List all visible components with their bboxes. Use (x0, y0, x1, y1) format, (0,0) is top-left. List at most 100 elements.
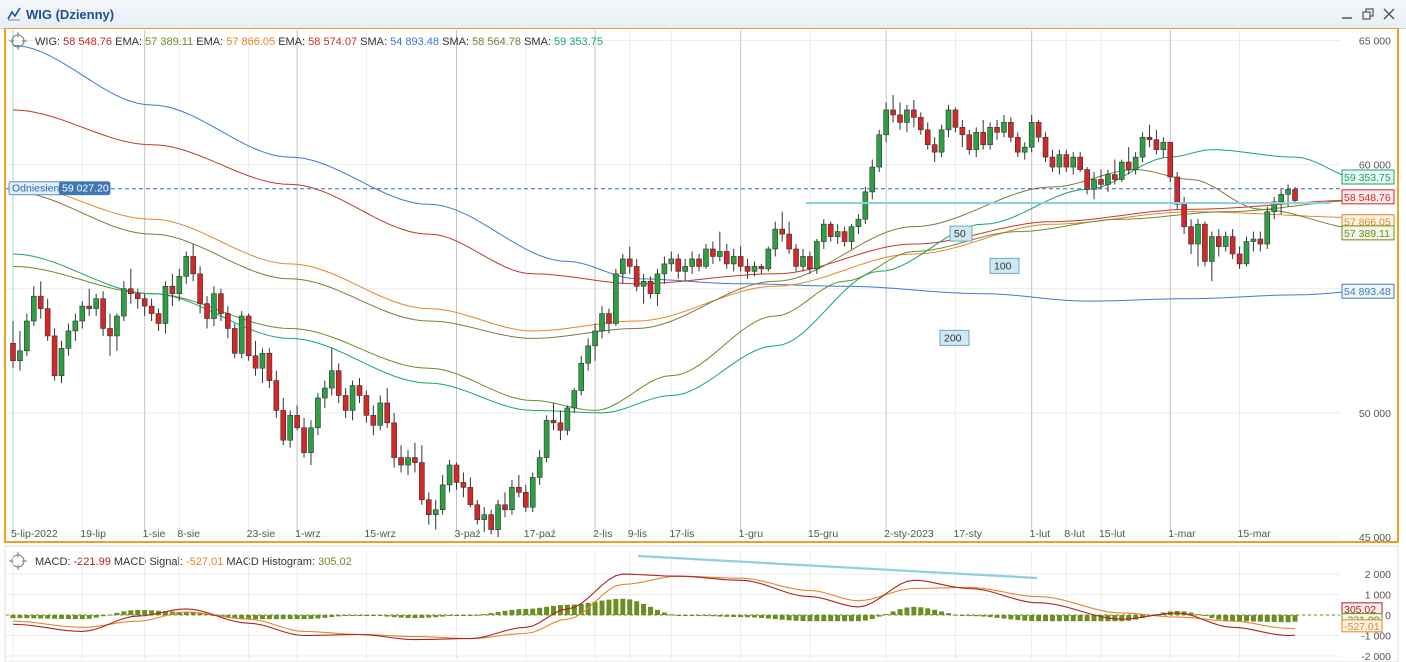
histogram-bar (1237, 615, 1243, 622)
histogram-bar (842, 615, 848, 622)
candle-up (668, 258, 675, 265)
candle-down (474, 504, 481, 520)
restore-icon[interactable] (1360, 6, 1376, 22)
legend-value: -221.99 (74, 556, 114, 568)
candle-up (1195, 223, 1201, 245)
macd-tick-label: -1 000 (1361, 631, 1391, 643)
histogram-bar (1056, 615, 1062, 622)
candle-up (834, 231, 841, 237)
histogram-bar (287, 615, 293, 620)
candle-down (897, 114, 903, 123)
legend-value: 54 893.48 (390, 36, 442, 48)
histogram-bar (599, 600, 605, 616)
histogram-bar (128, 610, 134, 616)
histogram-bar (939, 611, 945, 616)
histogram-bar (190, 612, 196, 616)
histogram-bar (696, 615, 702, 617)
histogram-bar (1098, 615, 1104, 622)
histogram-bar (717, 615, 723, 617)
candle-down (301, 427, 307, 453)
candle-down (1257, 238, 1264, 245)
candle-up (1139, 136, 1146, 158)
candle-down (779, 228, 785, 235)
ma-period-label: 50 (949, 225, 973, 242)
candle-down (959, 127, 966, 136)
histogram-bar (897, 609, 903, 616)
histogram-bar (45, 615, 51, 619)
candle-down (204, 303, 210, 319)
candle-down (1015, 136, 1021, 153)
close-icon[interactable] (1381, 6, 1397, 22)
histogram-bar (530, 608, 536, 616)
candle-down (1174, 176, 1180, 205)
candle-down (1202, 223, 1208, 262)
candle-up (1285, 189, 1291, 195)
candle-down (1181, 203, 1187, 227)
histogram-bar (904, 607, 910, 616)
histogram-bar (301, 615, 307, 620)
histogram-bar (703, 615, 709, 617)
histogram-bar (620, 598, 626, 616)
minimize-icon[interactable] (1339, 6, 1355, 22)
candle-down (488, 514, 494, 530)
histogram-bar (634, 601, 640, 616)
histogram-bar (1285, 615, 1291, 623)
candle-up (439, 484, 446, 511)
macd-trend-line (637, 554, 1038, 580)
price-tag-bg (1341, 283, 1395, 299)
histogram-bar (772, 615, 778, 620)
candle-down (1098, 179, 1104, 185)
candle-down (675, 258, 682, 272)
candle-up (869, 166, 876, 193)
price-tag-text: 54 893.48 (1344, 286, 1391, 298)
histogram-bar (537, 607, 543, 616)
histogram-bar (59, 615, 65, 619)
histogram-bar (994, 615, 1000, 618)
price-tick-label: 50 000 (1359, 408, 1391, 420)
candle-up (114, 315, 120, 337)
macd-legend: MACD: -221.99 MACD Signal: -527.01 MACD … (35, 556, 352, 568)
date-axis[interactable]: 5-lip-2022 19-lip 1-sie 8-sie 23-sie 1-wrz 15-… (11, 528, 1271, 540)
candle-up (592, 330, 598, 347)
macd-axis[interactable]: -2 000 -1 000 0 1 000 2 000 (1361, 569, 1391, 662)
price-tag-bg (1341, 169, 1395, 185)
candle-down (758, 266, 765, 270)
candle-down (1215, 236, 1222, 247)
price-tick-label: 65 000 (1359, 35, 1391, 47)
candle-up (121, 288, 127, 317)
candle-up (855, 218, 862, 227)
candle-down (1084, 169, 1090, 190)
histogram-bar (474, 614, 480, 616)
candle-down (294, 415, 300, 429)
reference-value: 59 027.20 (62, 183, 109, 195)
histogram-bar (1257, 615, 1263, 622)
candle-down (502, 504, 508, 511)
histogram-bar (253, 615, 259, 620)
histogram-bar (793, 615, 799, 621)
histogram-bar (419, 615, 425, 618)
candle-down (197, 273, 203, 304)
candle-up (24, 320, 30, 352)
candle-up (328, 370, 335, 389)
candle-up (987, 127, 993, 146)
candle-down (647, 280, 654, 294)
candle-down (1008, 122, 1014, 138)
candle-down (419, 462, 425, 501)
histogram-bar (876, 615, 882, 617)
histogram-bar (162, 611, 168, 616)
crosshair-icon[interactable] (9, 32, 27, 50)
candles[interactable] (10, 95, 1298, 538)
crosshair-icon[interactable] (9, 552, 27, 570)
ma-period-label: 100 (989, 257, 1020, 274)
histogram-bar (745, 615, 751, 618)
candle-down (231, 328, 238, 354)
histogram-bar (481, 614, 487, 616)
date-tick-label: 2-sty-2023 (884, 528, 934, 540)
histogram-bar (52, 615, 58, 619)
histogram-bar (273, 615, 279, 620)
histogram-bar (1216, 615, 1222, 620)
macd-tag-bg (1341, 619, 1383, 633)
